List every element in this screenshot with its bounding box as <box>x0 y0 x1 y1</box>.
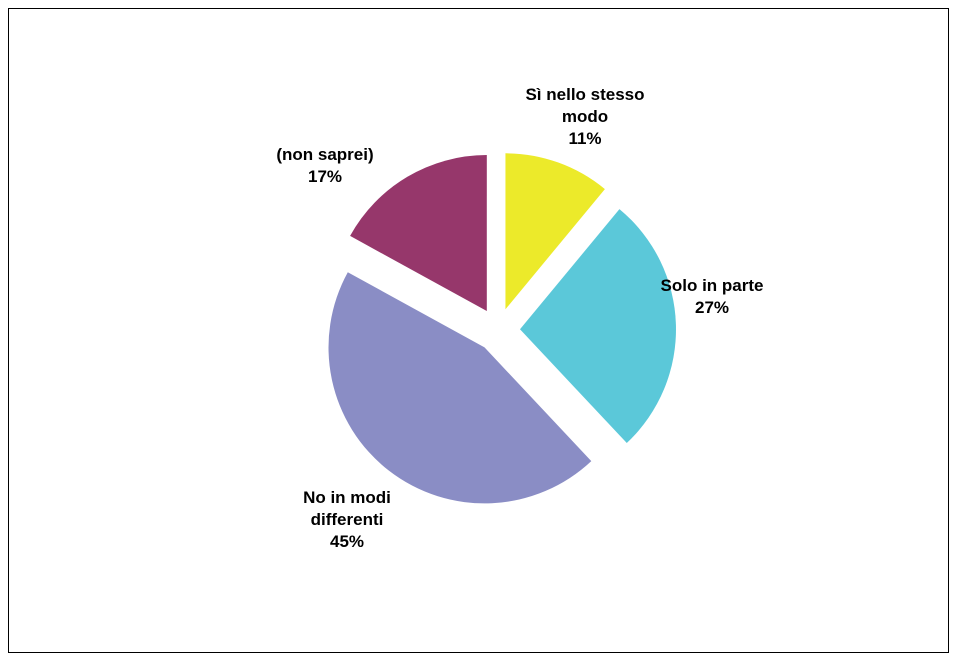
pie-labels: Sì nello stesso modo 11% Solo in parte 27% No… <box>276 85 763 551</box>
pie-slice-2 <box>519 209 676 444</box>
pie-slices <box>328 153 676 504</box>
slice-label-1: Sì nello stesso modo 11% <box>525 85 644 148</box>
pie-slice-1 <box>505 153 605 310</box>
pie-slice-4 <box>350 155 487 312</box>
pie-slice-3 <box>328 272 592 504</box>
slice-label-4: (non saprei) 17% <box>276 145 373 186</box>
slice-label-2: Solo in parte 27% <box>661 276 764 317</box>
chart-frame <box>8 8 949 653</box>
slice-label-3: No in modi differenti 45% <box>303 488 391 551</box>
